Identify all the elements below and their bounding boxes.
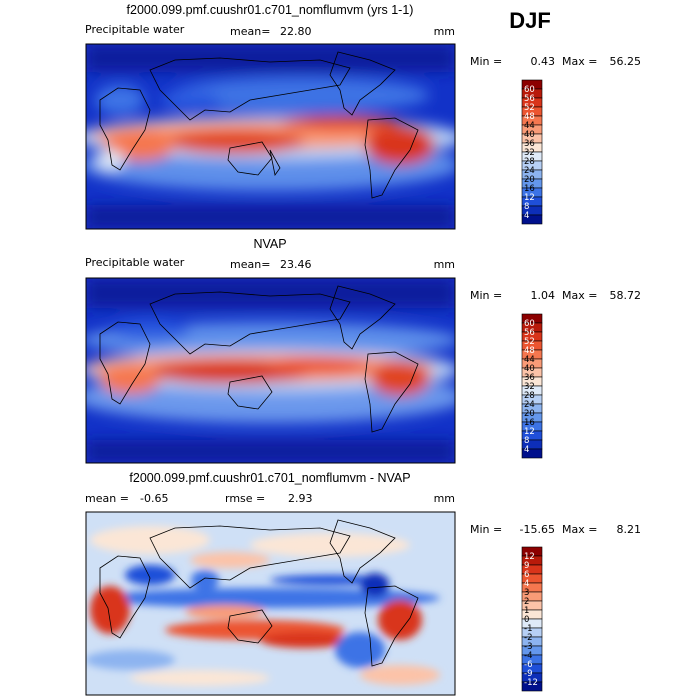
colorbar-tick-label: 4 (524, 579, 529, 589)
colorbar-tick-label: 4 (524, 211, 529, 221)
min-label: Min = (470, 289, 502, 302)
colorbar-tick-label: 60 (524, 85, 535, 95)
max-value: 56.25 (610, 55, 642, 68)
colorbar-tick-label: -4 (524, 651, 532, 661)
colorbar-tick-label: 4 (524, 445, 529, 455)
coastlines (99, 285, 419, 433)
max-label: Max = (562, 289, 597, 302)
colorbar-tick-label: 28 (524, 157, 535, 167)
colorbar-tick-label: 16 (524, 418, 535, 428)
map-field (86, 512, 455, 695)
min-label: Min = (470, 523, 502, 536)
min-label: Min = (470, 55, 502, 68)
colorbar-tick-label: 8 (524, 436, 529, 446)
colorbar-tick-label: 40 (524, 130, 535, 140)
colorbar-tick-label: 16 (524, 184, 535, 194)
coastlines (99, 51, 419, 199)
colorbar-tick-label: 12 (524, 552, 535, 562)
colorbar-tick-label: -1 (524, 624, 532, 634)
colorbar-tick-label: 20 (524, 409, 535, 419)
colorbar-tick-label: 3 (524, 588, 529, 598)
units-label: mm (434, 25, 455, 38)
colorbar-tick-label: -2 (524, 633, 532, 643)
units-label: mm (434, 258, 455, 271)
map-frame (85, 277, 456, 464)
colorbar-tick-label: 56 (524, 328, 535, 338)
panel-title: f2000.099.pmf.cuushr01.c701_nomflumvm (y… (127, 3, 414, 17)
rmse-label: rmse = (225, 492, 265, 505)
map-field (86, 278, 455, 463)
colorbar-tick-label: 44 (524, 355, 535, 365)
colorbar-tick-label: 9 (524, 561, 529, 571)
colorbar-tick-label: 12 (524, 193, 535, 203)
colorbar-tick-label: 24 (524, 400, 535, 410)
colorbar-tick-label: 24 (524, 166, 535, 176)
min-value: 0.43 (531, 55, 556, 68)
min-value: 1.04 (531, 289, 556, 302)
map-frame (85, 511, 456, 696)
panel-title: NVAP (253, 237, 286, 251)
map-frame (85, 43, 456, 230)
colorbar-tick-label: 12 (524, 427, 535, 437)
colorbar-tick-label: 28 (524, 391, 535, 401)
colorbar-tick-label: 6 (524, 570, 529, 580)
colorbar-tick-label: 40 (524, 364, 535, 374)
colorbar-tick-label: 32 (524, 148, 535, 158)
colorbar-tick-label: 20 (524, 175, 535, 185)
mean-label: mean= (230, 258, 270, 271)
colorbar-tick-label: -12 (524, 678, 538, 688)
mean-value: 23.46 (280, 258, 312, 271)
colorbar-tick-label: 36 (524, 373, 535, 383)
season-label: DJF (509, 8, 551, 33)
panel-title: f2000.099.pmf.cuushr01.c701_nomflumvm - … (129, 471, 410, 485)
mean-label: mean= (230, 25, 270, 38)
colorbar-tick-label: 32 (524, 382, 535, 392)
colorbar-tick-label: -9 (524, 669, 532, 679)
colorbar-tick-label: 52 (524, 337, 535, 347)
units-label: mm (434, 492, 455, 505)
map-field (86, 44, 455, 229)
colorbar-tick-label: 56 (524, 94, 535, 104)
min-value: -15.65 (520, 523, 555, 536)
colorbar-tick-label: 48 (524, 346, 535, 356)
max-label: Max = (562, 55, 597, 68)
variable-label: Precipitable water (85, 23, 185, 36)
colorbar-tick-label: 48 (524, 112, 535, 122)
colorbar-tick-label: 8 (524, 202, 529, 212)
colorbar-tick-label: 36 (524, 139, 535, 149)
mean-value: 22.80 (280, 25, 312, 38)
colorbar-tick-label: -6 (524, 660, 532, 670)
variable-label: Precipitable water (85, 256, 185, 269)
colorbar-tick-label: 2 (524, 597, 529, 607)
colorbar-swatch (521, 681, 543, 692)
max-label: Max = (562, 523, 597, 536)
max-value: 8.21 (617, 523, 642, 536)
colorbar-swatch (521, 214, 543, 225)
colorbar-tick-label: 1 (524, 606, 529, 616)
rmse-value: 2.93 (288, 492, 313, 505)
max-value: 58.72 (610, 289, 642, 302)
colorbar-tick-label: 60 (524, 319, 535, 329)
colorbar-swatch (521, 448, 543, 459)
mean-label: mean = (85, 492, 129, 505)
colorbar-tick-label: 0 (524, 615, 529, 625)
colorbar-tick-label: 52 (524, 103, 535, 113)
mean-value: -0.65 (140, 492, 168, 505)
colorbar-tick-label: -3 (524, 642, 532, 652)
coastlines (99, 519, 419, 667)
colorbar-tick-label: 44 (524, 121, 535, 131)
